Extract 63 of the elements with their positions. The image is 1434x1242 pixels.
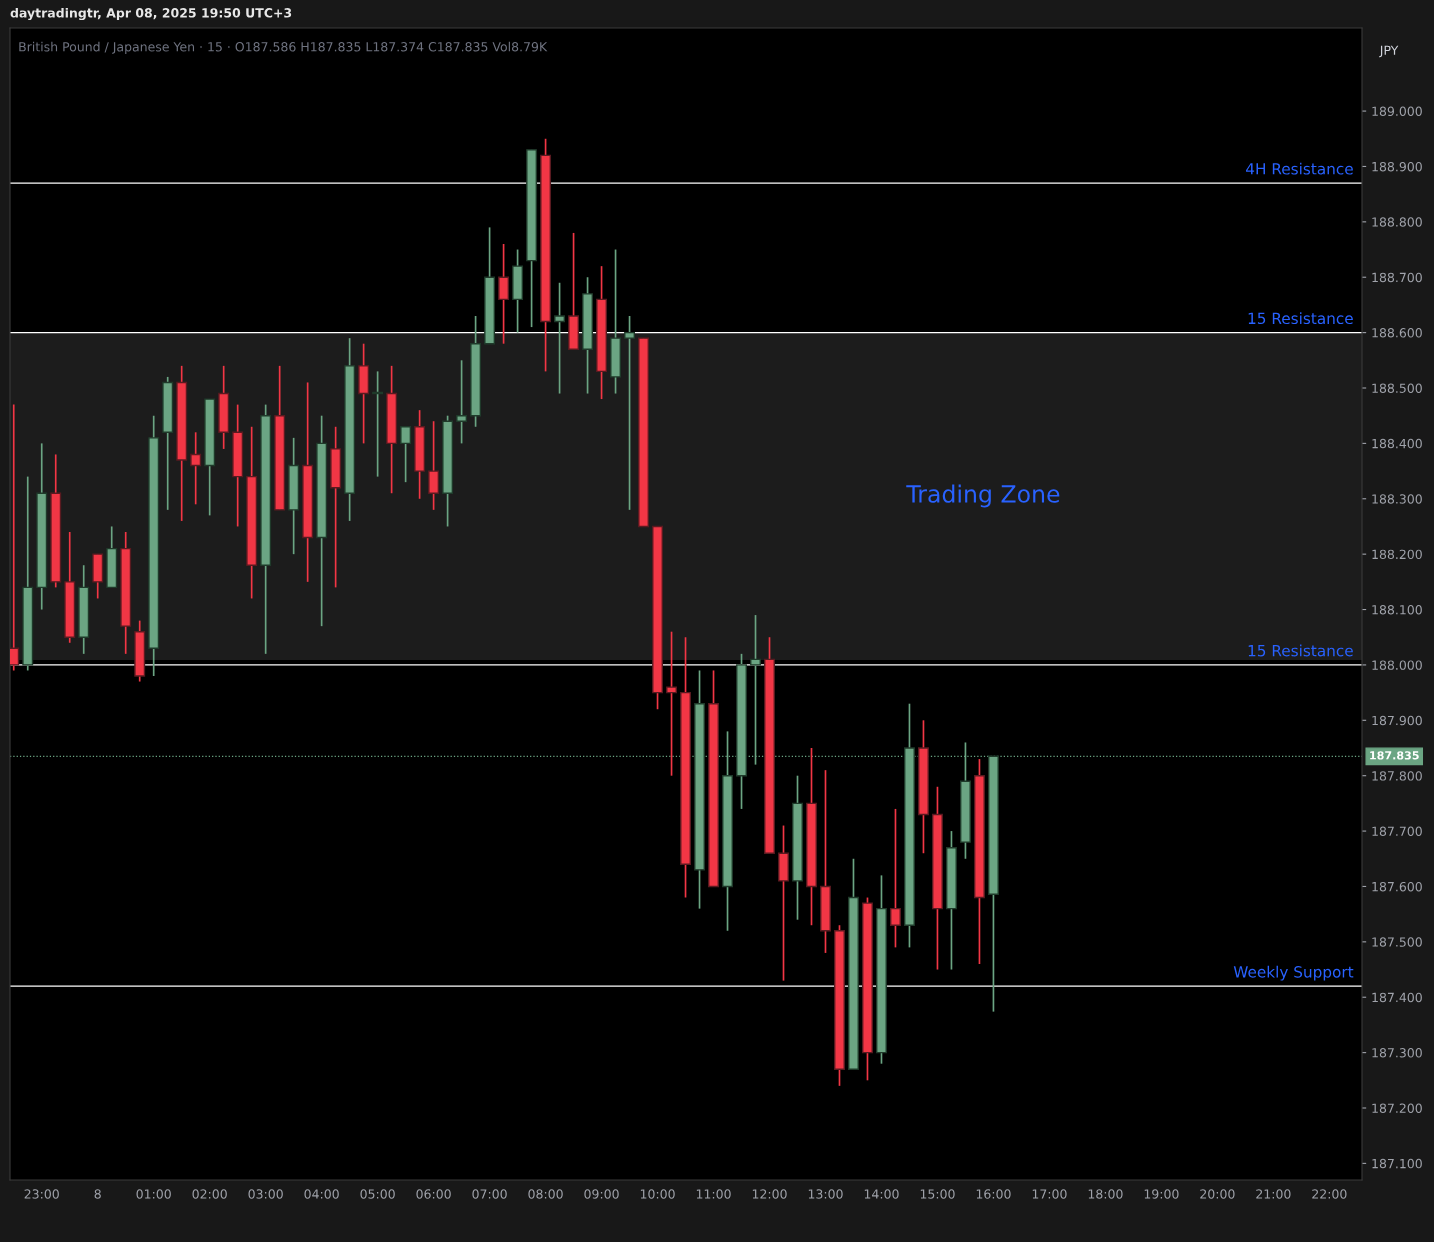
x-tick-label: 15:00 bbox=[920, 1189, 955, 1199]
x-tick-label: 10:00 bbox=[640, 1189, 675, 1199]
candlestick bbox=[400, 425, 412, 483]
ref-line-label: 187.835 bbox=[1370, 751, 1419, 760]
x-tick-label: 01:00 bbox=[136, 1189, 171, 1199]
ref-line-label: 15 Resistance bbox=[1248, 312, 1353, 325]
x-tick-label: 08:00 bbox=[528, 1189, 563, 1199]
y-tick-label: 188.600 bbox=[1372, 328, 1422, 338]
y-tick-label: 187.400 bbox=[1372, 992, 1422, 1003]
y-tick-label: 188.400 bbox=[1372, 438, 1422, 449]
y-tick-label: 188.700 bbox=[1372, 272, 1422, 283]
x-tick-label: 18:00 bbox=[1088, 1189, 1123, 1199]
y-tick-label: 187.900 bbox=[1372, 715, 1422, 726]
ref-line-label: Weekly Support bbox=[1233, 965, 1354, 981]
candlestick bbox=[890, 808, 901, 949]
y-tick-label: 188.100 bbox=[1372, 605, 1422, 615]
candlestick bbox=[554, 281, 566, 395]
text: British Pound / Japanese Yen · 15 · O187.586 H187.835 L187.374 C187.835 Vol8.79K bbox=[19, 41, 548, 54]
candlestick bbox=[10, 403, 20, 672]
x-tick-label: 22:00 bbox=[1312, 1189, 1347, 1199]
y-tick-label: 188.200 bbox=[1372, 549, 1422, 560]
candlestick bbox=[428, 420, 440, 511]
candlestick bbox=[624, 315, 636, 511]
y-tick-label: 188.000 bbox=[1372, 660, 1422, 670]
y-tick-label: 188.800 bbox=[1372, 217, 1422, 227]
x-tick-label: 02:00 bbox=[192, 1189, 227, 1199]
x-tick-label: 19:00 bbox=[1144, 1189, 1179, 1199]
y-tick-label: 187.600 bbox=[1372, 881, 1422, 892]
y-tick-label: 188.300 bbox=[1372, 494, 1422, 504]
x-tick-label: 07:00 bbox=[472, 1189, 507, 1199]
band-label: Trading Zone bbox=[906, 484, 1060, 508]
candlestick bbox=[456, 359, 468, 445]
candlestick bbox=[190, 431, 202, 506]
x-tick-label: 09:00 bbox=[584, 1189, 619, 1199]
y-axis-title: JPY bbox=[1379, 45, 1399, 58]
y-tick-label: 187.700 bbox=[1372, 826, 1422, 836]
y-tick-label: 188.900 bbox=[1372, 161, 1422, 172]
x-tick-label: 11:00 bbox=[696, 1189, 731, 1199]
y-tick-label: 188.500 bbox=[1372, 383, 1422, 393]
x-tick-label: 03:00 bbox=[248, 1189, 283, 1199]
y-tick-label: 187.800 bbox=[1372, 771, 1422, 781]
ref-line-label: 15 Resistance bbox=[1248, 644, 1353, 657]
ref-line-label: 4H Resistance bbox=[1246, 162, 1353, 175]
x-tick-label: 12:00 bbox=[752, 1189, 787, 1199]
candlestick bbox=[498, 243, 510, 345]
x-tick-label: 16:00 bbox=[976, 1189, 1011, 1199]
y-tick-label: 187.500 bbox=[1372, 937, 1422, 947]
chart-title: daytradingtr, Apr 08, 2025 19:50 UTC+3 bbox=[10, 7, 292, 21]
candlestick bbox=[666, 630, 677, 777]
x-tick-label: 21:00 bbox=[1256, 1189, 1291, 1199]
y-tick-label: 187.100 bbox=[1372, 1158, 1422, 1169]
x-tick-label: 05:00 bbox=[360, 1189, 395, 1199]
x-tick-label: 23:00 bbox=[24, 1189, 59, 1199]
x-tick-label: 04:00 bbox=[304, 1189, 339, 1199]
y-tick-label: 187.300 bbox=[1372, 1048, 1422, 1058]
x-tick-label: 20:00 bbox=[1200, 1189, 1235, 1199]
x-tick-label: 8 bbox=[94, 1189, 101, 1199]
x-tick-label: 14:00 bbox=[864, 1189, 899, 1199]
y-tick-label: 189.000 bbox=[1372, 106, 1422, 116]
y-tick-label: 187.200 bbox=[1372, 1103, 1422, 1113]
x-tick-label: 13:00 bbox=[808, 1189, 843, 1199]
x-tick-label: 06:00 bbox=[416, 1189, 451, 1199]
x-tick-label: 17:00 bbox=[1032, 1189, 1067, 1199]
